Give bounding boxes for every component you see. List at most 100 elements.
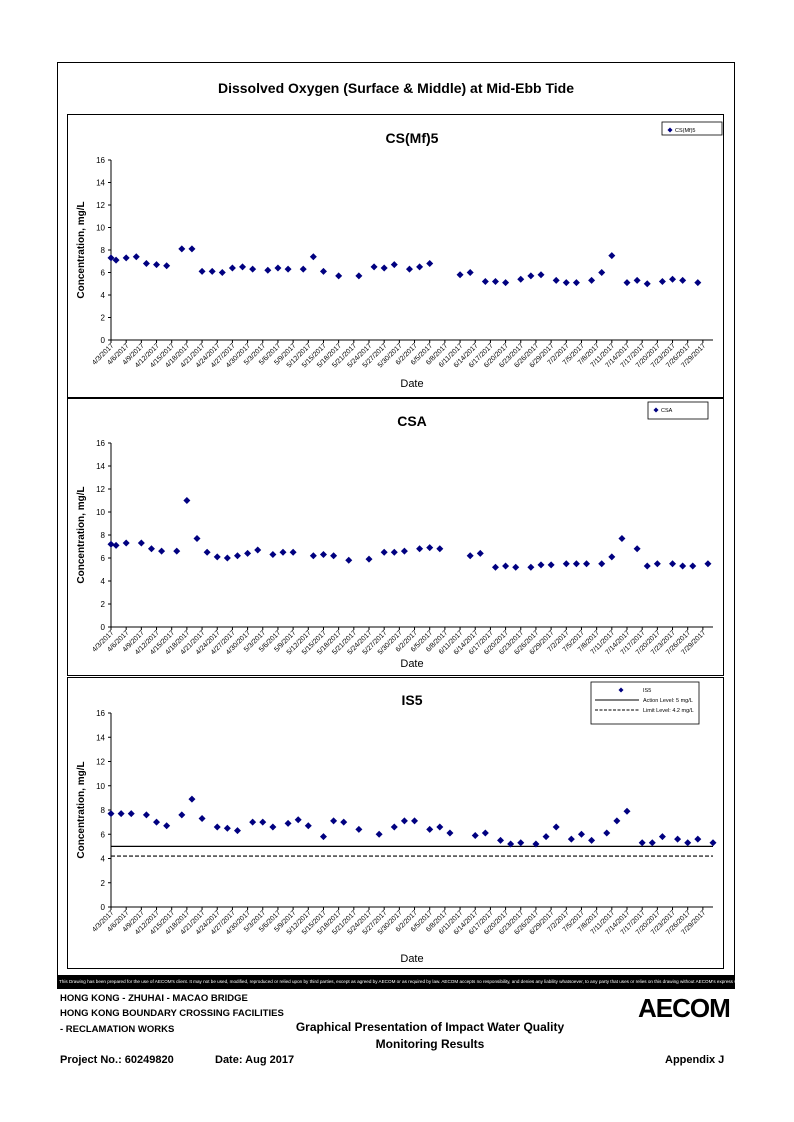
aecom-logo: AECOM xyxy=(638,993,731,1023)
data-point xyxy=(471,831,479,839)
data-point xyxy=(552,823,560,831)
y-tick-label: 0 xyxy=(101,336,106,345)
data-point xyxy=(446,829,454,837)
chart-title: CS(Mf)5 xyxy=(386,130,439,146)
y-tick-label: 8 xyxy=(101,531,106,540)
data-point xyxy=(658,833,666,841)
legend-box xyxy=(647,401,709,420)
data-point xyxy=(147,545,155,553)
legend-box xyxy=(661,121,723,136)
data-point xyxy=(142,260,150,267)
data-point xyxy=(370,263,378,271)
data-point xyxy=(244,549,252,557)
data-point xyxy=(567,835,575,843)
data-point xyxy=(466,552,474,560)
data-point xyxy=(153,818,161,826)
data-point xyxy=(309,253,317,261)
data-point xyxy=(684,839,692,847)
y-tick-label: 10 xyxy=(96,508,105,517)
chart-panel-csa: CSA 0 2 4 6 8 10 12 14 16 Concentration, mg/L 4/3/2… xyxy=(67,398,724,676)
data-point xyxy=(117,810,125,818)
y-tick-label: 12 xyxy=(96,201,105,210)
y-tick-label: 16 xyxy=(96,709,105,718)
page-title: Dissolved Oxygen (Surface & Middle) at M… xyxy=(217,80,575,96)
data-point xyxy=(436,545,444,553)
data-point xyxy=(309,552,317,560)
data-point xyxy=(284,819,292,827)
data-point xyxy=(218,269,226,276)
data-point xyxy=(517,839,525,847)
data-point xyxy=(598,560,606,568)
data-point xyxy=(426,544,434,552)
y-tick-label: 4 xyxy=(101,291,106,300)
data-point xyxy=(213,823,221,831)
data-point xyxy=(512,563,520,571)
data-point xyxy=(643,280,651,288)
data-point xyxy=(178,811,186,819)
data-point xyxy=(669,275,677,283)
y-tick-label: 4 xyxy=(101,855,106,864)
data-point xyxy=(198,267,206,275)
data-point xyxy=(107,810,115,818)
data-point xyxy=(188,245,196,253)
data-point xyxy=(223,824,231,832)
data-point xyxy=(319,551,327,559)
data-point xyxy=(527,272,535,280)
data-point xyxy=(577,830,585,838)
data-point xyxy=(183,497,191,504)
x-axis-label: Date xyxy=(400,953,423,965)
data-point xyxy=(330,817,338,825)
data-point xyxy=(390,823,398,831)
data-point xyxy=(269,823,277,831)
data-point xyxy=(456,271,464,279)
y-axis-label: Concentration, mg/L xyxy=(76,486,87,583)
data-point xyxy=(588,276,596,284)
data-point xyxy=(355,272,363,280)
data-point xyxy=(330,552,338,560)
data-point xyxy=(319,267,327,275)
data-point xyxy=(633,276,641,284)
report-title-line2: Monitoring Results xyxy=(375,1037,485,1051)
data-point xyxy=(390,261,398,269)
project-number: Project No.: 60249820 xyxy=(60,1054,174,1066)
data-point xyxy=(208,267,216,275)
data-point xyxy=(562,560,570,568)
data-point xyxy=(643,562,651,570)
data-point xyxy=(345,556,353,564)
y-tick-label: 12 xyxy=(96,758,105,767)
data-point xyxy=(476,549,484,557)
y-tick-label: 16 xyxy=(96,439,105,448)
data-point xyxy=(694,279,702,287)
data-point xyxy=(608,252,616,260)
data-point xyxy=(416,545,424,553)
data-point xyxy=(163,262,171,270)
data-point xyxy=(188,795,196,803)
data-point xyxy=(623,279,631,287)
data-point xyxy=(304,822,312,830)
y-tick-label: 14 xyxy=(96,179,105,188)
data-point xyxy=(532,840,540,848)
data-point xyxy=(390,548,398,556)
data-point xyxy=(426,260,434,267)
data-point xyxy=(112,256,120,264)
y-tick-label: 0 xyxy=(101,623,106,632)
chart-panel-is5: IS5 0 2 4 6 8 10 12 14 16 Concentration, mg/L 4/3/2… xyxy=(67,677,724,969)
data-point xyxy=(319,833,327,841)
data-point xyxy=(127,810,135,818)
data-point xyxy=(233,552,241,560)
data-point xyxy=(572,279,580,287)
data-point xyxy=(355,825,363,833)
legend-marker xyxy=(618,687,624,693)
data-point xyxy=(249,818,257,826)
data-point xyxy=(466,269,474,276)
y-tick-label: 6 xyxy=(101,554,106,563)
data-point xyxy=(709,839,717,847)
data-point xyxy=(623,807,631,815)
data-point xyxy=(122,539,130,547)
data-point xyxy=(491,563,499,571)
data-point xyxy=(249,265,257,273)
data-point xyxy=(163,822,171,830)
legend-marker xyxy=(667,127,673,133)
y-tick-label: 2 xyxy=(101,314,106,323)
